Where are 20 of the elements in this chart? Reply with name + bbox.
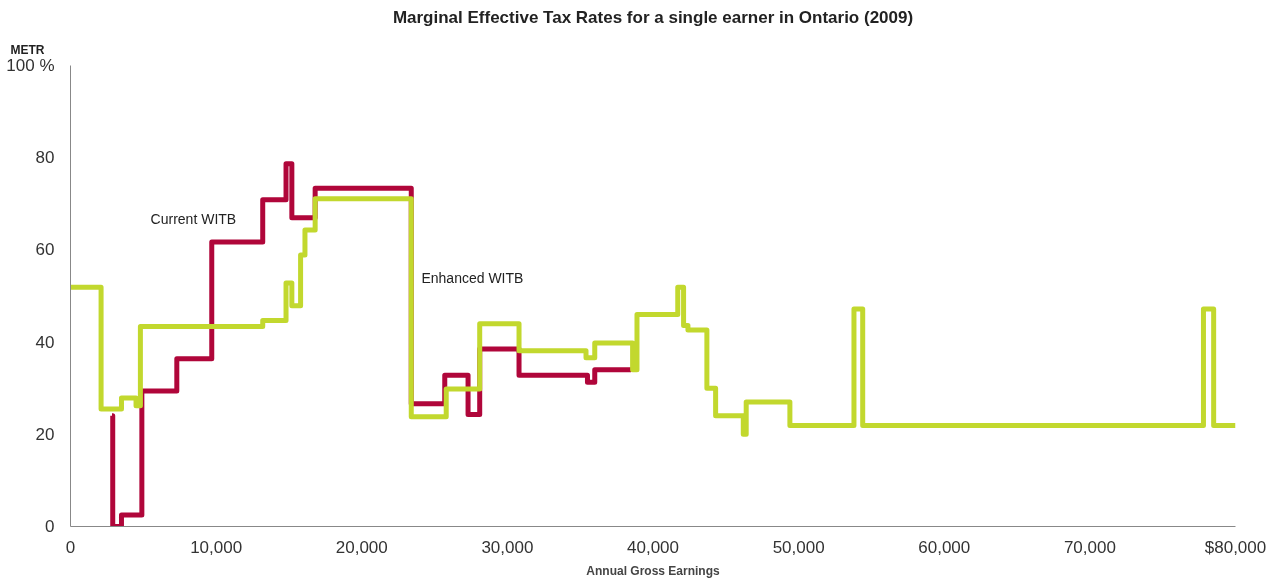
y-tick-label: 40 [35,332,55,352]
x-tick-label: 40,000 [627,537,679,557]
x-tick-label: 70,000 [1063,537,1116,557]
y-axis-title: METR [10,42,45,57]
x-axis-title: Annual Gross Earnings [586,563,721,578]
series-label: Current WITB [150,210,237,227]
x-tick-label: $80,000 [1204,537,1267,557]
series-label: Enhanced WITB [421,269,524,286]
y-tick-label: 20 [35,424,55,444]
x-tick-label: 30,000 [481,537,534,557]
x-tick-label: 10,000 [190,537,243,557]
x-tick-label: 60,000 [918,537,971,557]
x-tick-label: 0 [65,537,76,557]
chart-title: Marginal Effective Tax Rates for a single earner in Ontario (2009) [392,7,914,27]
y-tick-label: 100 % [6,56,55,75]
y-tick-label: 80 [35,148,55,168]
y-tick-label: 60 [35,240,55,260]
y-tick-label: 0 [45,517,55,536]
x-tick-label: 50,000 [772,537,825,557]
x-tick-label: 20,000 [335,537,388,557]
